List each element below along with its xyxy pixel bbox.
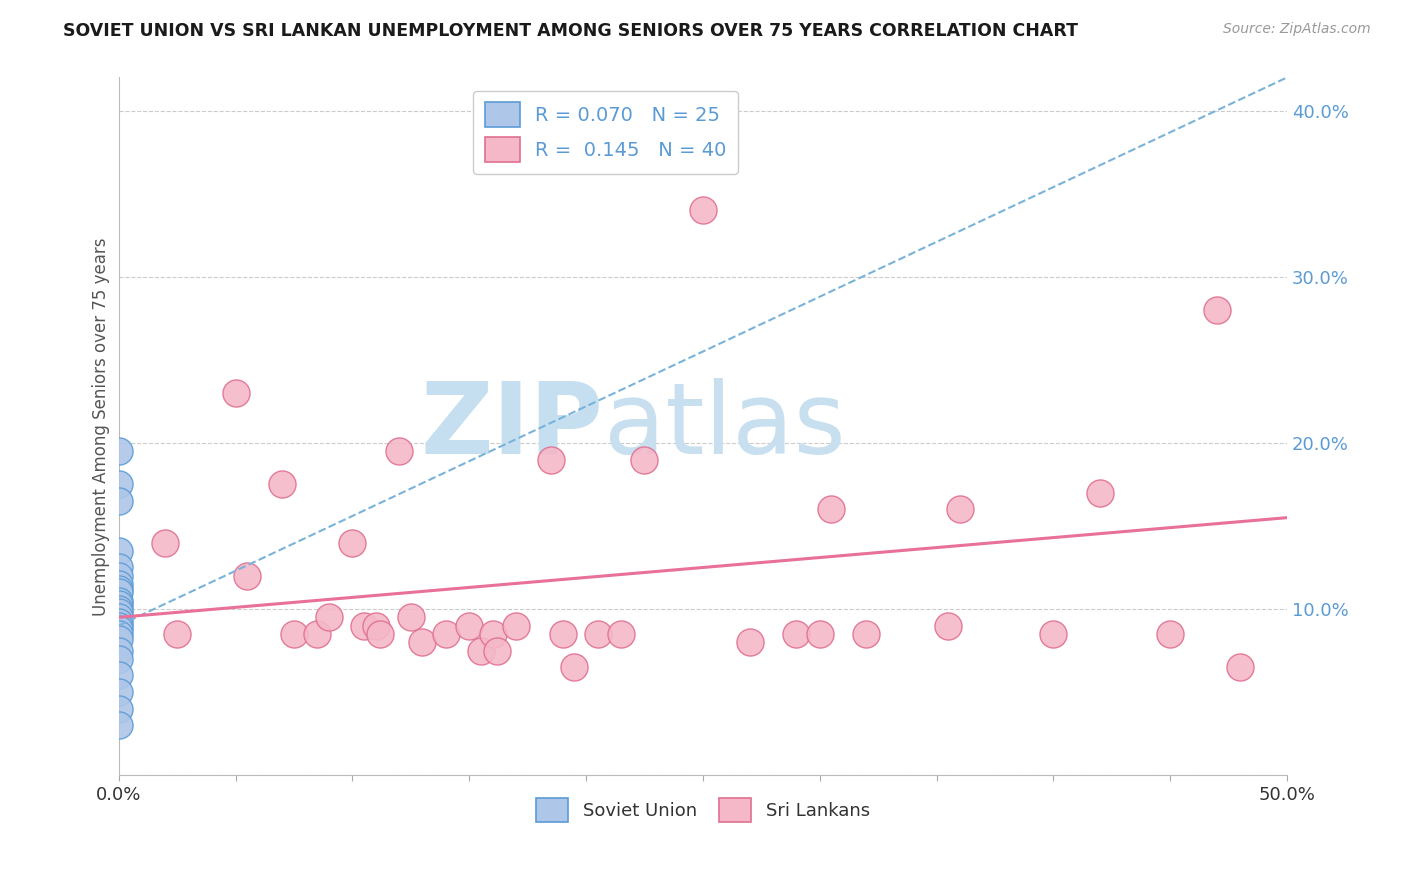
Point	[481, 627, 503, 641]
Point	[107, 605, 129, 619]
Point	[1042, 627, 1064, 641]
Point	[949, 502, 972, 516]
Point	[364, 618, 387, 632]
Point	[399, 610, 422, 624]
Point	[107, 615, 129, 630]
Point	[107, 685, 129, 699]
Point	[283, 627, 305, 641]
Point	[370, 627, 392, 641]
Point	[486, 643, 509, 657]
Point	[808, 627, 831, 641]
Point	[107, 618, 129, 632]
Y-axis label: Unemployment Among Seniors over 75 years: Unemployment Among Seniors over 75 years	[93, 237, 110, 615]
Point	[610, 627, 633, 641]
Point	[107, 622, 129, 636]
Point	[107, 602, 129, 616]
Point	[551, 627, 574, 641]
Point	[342, 535, 364, 549]
Point	[1206, 303, 1229, 318]
Point	[107, 632, 129, 646]
Point	[107, 569, 129, 583]
Point	[107, 597, 129, 611]
Point	[271, 477, 294, 491]
Point	[225, 386, 247, 401]
Point	[855, 627, 877, 641]
Point	[388, 444, 411, 458]
Point	[107, 652, 129, 666]
Point	[318, 610, 340, 624]
Point	[505, 618, 527, 632]
Text: Source: ZipAtlas.com: Source: ZipAtlas.com	[1223, 22, 1371, 37]
Point	[353, 618, 375, 632]
Point	[107, 702, 129, 716]
Point	[1088, 485, 1111, 500]
Point	[107, 593, 129, 607]
Point	[738, 635, 761, 649]
Legend: Soviet Union, Sri Lankans: Soviet Union, Sri Lankans	[529, 791, 877, 829]
Point	[107, 718, 129, 732]
Point	[820, 502, 842, 516]
Point	[107, 560, 129, 574]
Point	[107, 444, 129, 458]
Point	[107, 544, 129, 558]
Point	[562, 660, 585, 674]
Point	[107, 494, 129, 508]
Point	[785, 627, 807, 641]
Text: atlas: atlas	[603, 378, 845, 475]
Point	[586, 627, 609, 641]
Point	[692, 203, 714, 218]
Point	[434, 627, 457, 641]
Text: SOVIET UNION VS SRI LANKAN UNEMPLOYMENT AMONG SENIORS OVER 75 YEARS CORRELATION : SOVIET UNION VS SRI LANKAN UNEMPLOYMENT …	[63, 22, 1078, 40]
Point	[540, 452, 562, 467]
Point	[633, 452, 655, 467]
Point	[107, 577, 129, 591]
Point	[107, 610, 129, 624]
Point	[107, 668, 129, 682]
Point	[470, 643, 492, 657]
Point	[236, 569, 259, 583]
Point	[155, 535, 177, 549]
Point	[1229, 660, 1251, 674]
Point	[107, 643, 129, 657]
Point	[411, 635, 433, 649]
Point	[307, 627, 329, 641]
Point	[458, 618, 481, 632]
Point	[107, 477, 129, 491]
Point	[166, 627, 188, 641]
Point	[107, 627, 129, 641]
Point	[936, 618, 959, 632]
Text: ZIP: ZIP	[420, 378, 603, 475]
Point	[107, 585, 129, 599]
Point	[107, 582, 129, 596]
Point	[1159, 627, 1181, 641]
